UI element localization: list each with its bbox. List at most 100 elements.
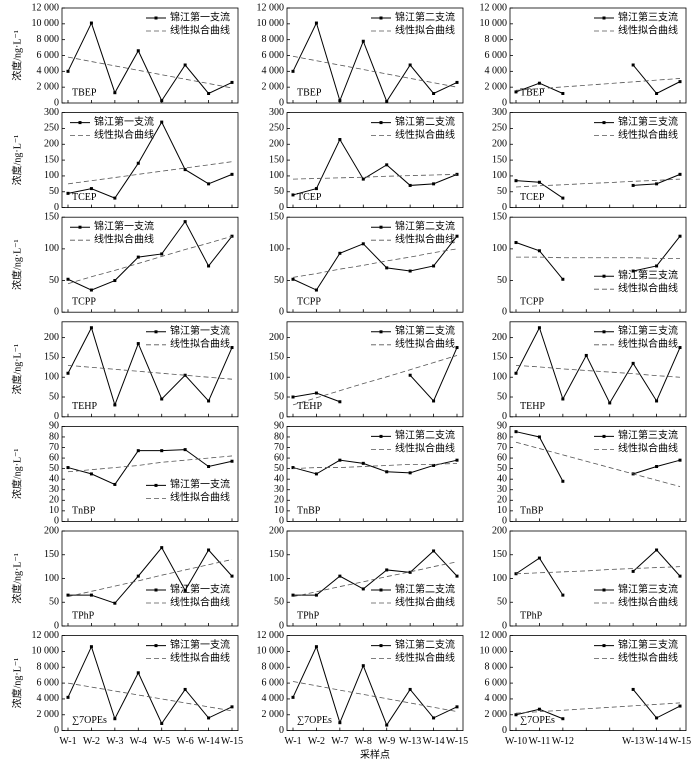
point bbox=[230, 705, 234, 709]
point bbox=[160, 721, 164, 725]
panel-label: TCPP bbox=[72, 296, 96, 307]
point bbox=[408, 183, 412, 187]
y-tick-label: 12 000 bbox=[480, 2, 508, 13]
point bbox=[631, 687, 635, 691]
point bbox=[160, 99, 164, 103]
y-axis-title: 浓度/ng·L⁻¹ bbox=[10, 135, 23, 186]
y-tick-label: 12 000 bbox=[480, 630, 508, 641]
y-tick-label: 90 bbox=[497, 421, 507, 432]
point bbox=[89, 326, 93, 330]
y-tick-label: 20 bbox=[497, 495, 507, 506]
fit-line bbox=[292, 681, 458, 712]
x-tick-label: W-6 bbox=[177, 736, 194, 747]
point bbox=[455, 234, 459, 238]
legend-label: 线性拟合曲线 bbox=[395, 232, 455, 245]
fit-line bbox=[515, 441, 681, 487]
y-tick-label: 12 000 bbox=[257, 630, 285, 641]
panel-label: TBEP bbox=[520, 87, 545, 98]
point bbox=[361, 664, 365, 668]
fit-line bbox=[515, 78, 681, 91]
point bbox=[561, 593, 565, 597]
y-tick-label: 100 bbox=[269, 243, 284, 254]
point bbox=[561, 479, 565, 483]
panel-label: ∑7OPEs bbox=[297, 715, 332, 726]
y-tick-label: 200 bbox=[44, 332, 59, 343]
y-tick-label: 0 bbox=[502, 202, 507, 213]
point bbox=[455, 458, 459, 462]
point bbox=[207, 716, 211, 720]
point bbox=[136, 49, 140, 53]
y-tick-label: 10 000 bbox=[257, 18, 285, 29]
point bbox=[514, 241, 518, 245]
legend-label: 线性拟合曲线 bbox=[395, 442, 455, 455]
point bbox=[655, 92, 659, 95]
y-tick-label: 4 000 bbox=[37, 693, 60, 704]
y-tick-label: 80 bbox=[274, 431, 284, 442]
point bbox=[314, 645, 318, 649]
y-tick-label: 250 bbox=[269, 123, 284, 134]
y-tick-label: 100 bbox=[269, 372, 284, 383]
panel-label: TCPP bbox=[297, 296, 321, 307]
y-tick-label: 4 000 bbox=[262, 693, 285, 704]
y-tick-label: 0 bbox=[502, 725, 507, 736]
point bbox=[432, 716, 436, 720]
y-tick-label: 10 bbox=[274, 505, 284, 516]
legend-label: 线性拟合曲线 bbox=[395, 23, 455, 36]
legend-label: 线性拟合曲线 bbox=[618, 595, 678, 608]
y-tick-label: 0 bbox=[279, 516, 284, 527]
point bbox=[66, 695, 70, 699]
y-tick-label: 200 bbox=[492, 139, 507, 150]
fit-line bbox=[292, 561, 458, 597]
y-tick-label: 150 bbox=[269, 549, 284, 560]
panel-label: TPhP bbox=[520, 610, 543, 621]
point bbox=[183, 448, 187, 452]
y-tick-label: 0 bbox=[502, 620, 507, 631]
point bbox=[514, 90, 518, 94]
legend-label: 锦江第三支流 bbox=[618, 268, 678, 281]
y-tick-label: 200 bbox=[269, 332, 284, 343]
point bbox=[183, 687, 187, 691]
point bbox=[408, 471, 412, 475]
point bbox=[385, 266, 389, 270]
point bbox=[183, 373, 187, 377]
fit-line bbox=[292, 55, 458, 88]
legend-label: 线性拟合曲线 bbox=[395, 128, 455, 141]
point bbox=[66, 593, 70, 597]
point bbox=[432, 92, 436, 95]
y-tick-label: 6 000 bbox=[262, 50, 285, 61]
panel-label: TnBP bbox=[520, 506, 544, 517]
point bbox=[338, 574, 342, 578]
plot-frame bbox=[61, 321, 239, 418]
y-tick-label: 50 bbox=[49, 186, 59, 197]
legend-label: 线性拟合曲线 bbox=[395, 651, 455, 664]
point bbox=[113, 279, 117, 283]
fit-line bbox=[67, 364, 233, 380]
plot-frame bbox=[286, 321, 464, 418]
point bbox=[66, 277, 70, 281]
legend-label: 线性拟合曲线 bbox=[618, 23, 678, 36]
y-tick-label: 0 bbox=[54, 411, 59, 422]
y-tick-label: 2 000 bbox=[262, 81, 285, 92]
y-tick-label: 4 000 bbox=[37, 66, 60, 77]
y-tick-label: 100 bbox=[492, 573, 507, 584]
y-tick-label: 8 000 bbox=[262, 34, 285, 45]
y-tick-label: 60 bbox=[274, 452, 284, 463]
x-tick-label: W-14 bbox=[645, 736, 667, 747]
legend-label: 线性拟合曲线 bbox=[395, 595, 455, 608]
point bbox=[89, 21, 93, 25]
panel-label: TnBP bbox=[297, 506, 321, 517]
fit-line bbox=[292, 462, 458, 470]
y-tick-label: 300 bbox=[269, 107, 284, 118]
point bbox=[385, 723, 389, 727]
point bbox=[678, 704, 682, 708]
point bbox=[537, 180, 541, 184]
y-tick-label: 40 bbox=[49, 473, 59, 484]
point bbox=[655, 182, 659, 186]
plot-frame bbox=[286, 216, 464, 313]
y-tick-label: 12 000 bbox=[32, 2, 60, 13]
y-tick-label: 0 bbox=[279, 306, 284, 317]
legend-marker bbox=[379, 16, 383, 20]
panel-label: TCEP bbox=[297, 192, 322, 203]
legend-label: 锦江第三支流 bbox=[618, 429, 678, 442]
point bbox=[432, 182, 436, 186]
